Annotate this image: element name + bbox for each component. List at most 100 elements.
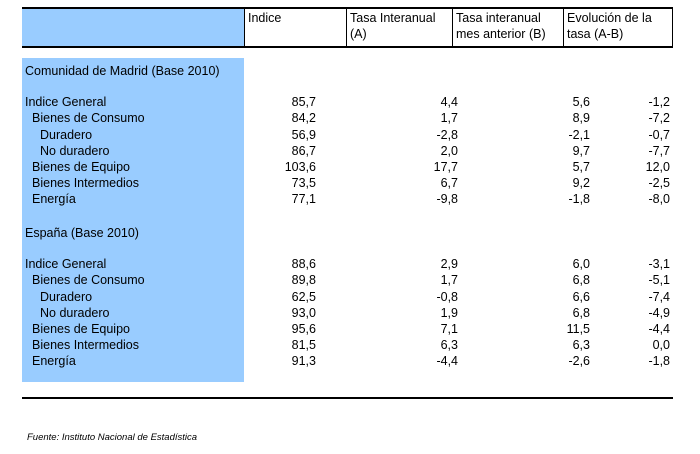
row-label: Energía [32, 192, 76, 206]
row-label: Indice General [25, 257, 107, 271]
header-tasa-mes-anterior: Tasa interanual mes anterior (B) [456, 10, 546, 42]
table-row: Bienes Intermedios 73,5 6,7 9,2 -2,5 [22, 175, 673, 191]
cell-tasa-b: 5,7 [572, 160, 590, 174]
cell-tasa-a: 7,1 [440, 322, 458, 336]
cell-tasa-a: -4,4 [436, 354, 458, 368]
header-divider [672, 9, 673, 46]
cell-indice: 89,8 [291, 273, 316, 287]
cell-tasa-a: -2,8 [436, 128, 458, 142]
table-row: Duradero 62,5 -0,8 6,6 -7,4 [22, 289, 673, 305]
row-label: Bienes de Equipo [32, 322, 130, 336]
cell-evolucion: -7,7 [648, 144, 670, 158]
cell-evolucion: -2,5 [648, 176, 670, 190]
header-divider [563, 9, 564, 46]
row-label: Bienes de Equipo [32, 160, 130, 174]
row-label: Duradero [40, 128, 93, 142]
row-label: Bienes Intermedios [32, 338, 140, 352]
cell-indice: 85,7 [291, 95, 316, 109]
cell-tasa-a: 2,9 [440, 257, 458, 271]
row-label: Duradero [40, 290, 93, 304]
cell-evolucion: -1,8 [648, 354, 670, 368]
row-label: Energía [32, 354, 76, 368]
cell-evolucion: 0,0 [652, 338, 670, 352]
cell-tasa-b: -2,1 [568, 128, 590, 142]
table-row: Bienes de Equipo 103,6 17,7 5,7 12,0 [22, 159, 673, 175]
cell-indice: 73,5 [291, 176, 316, 190]
cell-indice: 77,1 [291, 192, 316, 206]
cell-tasa-a: 1,7 [440, 273, 458, 287]
cell-tasa-b: 6,0 [572, 257, 590, 271]
cell-evolucion: -4,9 [648, 306, 670, 320]
cell-evolucion: 12,0 [645, 160, 670, 174]
cell-indice: 86,7 [291, 144, 316, 158]
cell-indice: 91,3 [291, 354, 316, 368]
cell-tasa-a: 4,4 [440, 95, 458, 109]
header-label-cell [22, 9, 244, 46]
cell-evolucion: -0,7 [648, 128, 670, 142]
cell-tasa-b: -1,8 [568, 192, 590, 206]
cell-indice: 95,6 [291, 322, 316, 336]
header-divider [346, 9, 347, 46]
cell-tasa-a: 1,7 [440, 111, 458, 125]
cell-tasa-b: 6,3 [572, 338, 590, 352]
cell-tasa-a: 2,0 [440, 144, 458, 158]
header-divider [452, 9, 453, 46]
row-label: Bienes de Consumo [32, 111, 145, 125]
table-row: Energía 91,3 -4,4 -2,6 -1,8 [22, 353, 673, 369]
header-indice: Indice [248, 11, 282, 25]
cell-indice: 81,5 [291, 338, 316, 352]
cell-tasa-a: 6,3 [440, 338, 458, 352]
header-evolucion-line1: Evolución de la [567, 11, 652, 25]
table-bottom-rule [22, 397, 673, 399]
table-row: Bienes de Consumo 89,8 1,7 6,8 -5,1 [22, 272, 673, 288]
cell-tasa-a: 6,7 [440, 176, 458, 190]
cell-evolucion: -1,2 [648, 95, 670, 109]
header-evolucion: Evolución de la tasa (A-B) [567, 10, 652, 42]
cell-tasa-a: 1,9 [440, 306, 458, 320]
header-evolucion-line2: tasa (A-B) [567, 27, 624, 41]
table-row: Duradero 56,9 -2,8 -2,1 -0,7 [22, 127, 673, 143]
header-divider [244, 9, 245, 46]
cell-tasa-b: 9,2 [572, 176, 590, 190]
table-row: Bienes Intermedios 81,5 6,3 6,3 0,0 [22, 337, 673, 353]
cell-tasa-b: 11,5 [566, 322, 590, 336]
cell-tasa-a: -0,8 [436, 290, 458, 304]
cell-evolucion: -8,0 [648, 192, 670, 206]
row-label: Bienes Intermedios [32, 176, 140, 190]
cell-tasa-b: 6,8 [572, 273, 590, 287]
cell-indice: 88,6 [291, 257, 316, 271]
table-row: Bienes de Equipo 95,6 7,1 11,5 -4,4 [22, 321, 673, 337]
table-row: Indice General 85,7 4,4 5,6 -1,2 [22, 94, 673, 110]
header-tasa-interanual-line1: Tasa Interanual [350, 11, 436, 25]
header-bottom-rule [22, 46, 673, 48]
cell-tasa-b: 6,8 [572, 306, 590, 320]
table-row: No duradero 93,0 1,9 6,8 -4,9 [22, 305, 673, 321]
row-label: No duradero [40, 306, 110, 320]
header-tasa-mes-anterior-line2: mes anterior (B) [456, 27, 546, 41]
cell-tasa-a: 17,7 [433, 160, 458, 174]
header-top-rule [22, 7, 673, 9]
cell-evolucion: -7,4 [648, 290, 670, 304]
cell-evolucion: -7,2 [648, 111, 670, 125]
row-label: Indice General [25, 95, 107, 109]
header-tasa-mes-anterior-line1: Tasa interanual [456, 11, 541, 25]
cell-tasa-a: -9,8 [436, 192, 458, 206]
cell-tasa-b: 8,9 [572, 111, 590, 125]
cell-evolucion: -3,1 [648, 257, 670, 271]
header-tasa-interanual-line2: (A) [350, 27, 367, 41]
row-label: No duradero [40, 144, 110, 158]
cell-tasa-b: 6,6 [572, 290, 590, 304]
table-row: Indice General 88,6 2,9 6,0 -3,1 [22, 256, 673, 272]
table-row: Energía 77,1 -9,8 -1,8 -8,0 [22, 191, 673, 207]
cell-indice: 93,0 [291, 306, 316, 320]
cell-tasa-b: -2,6 [568, 354, 590, 368]
table-row: No duradero 86,7 2,0 9,7 -7,7 [22, 143, 673, 159]
cell-indice: 56,9 [291, 128, 316, 142]
cell-tasa-b: 9,7 [572, 144, 590, 158]
source-note: Fuente: Instituto Nacional de Estadístic… [27, 432, 198, 443]
cell-indice: 84,2 [291, 111, 316, 125]
header-tasa-interanual: Tasa Interanual (A) [350, 10, 435, 42]
cell-indice: 62,5 [291, 290, 316, 304]
section-title-espana: España (Base 2010) [25, 226, 139, 240]
row-label: Bienes de Consumo [32, 273, 145, 287]
